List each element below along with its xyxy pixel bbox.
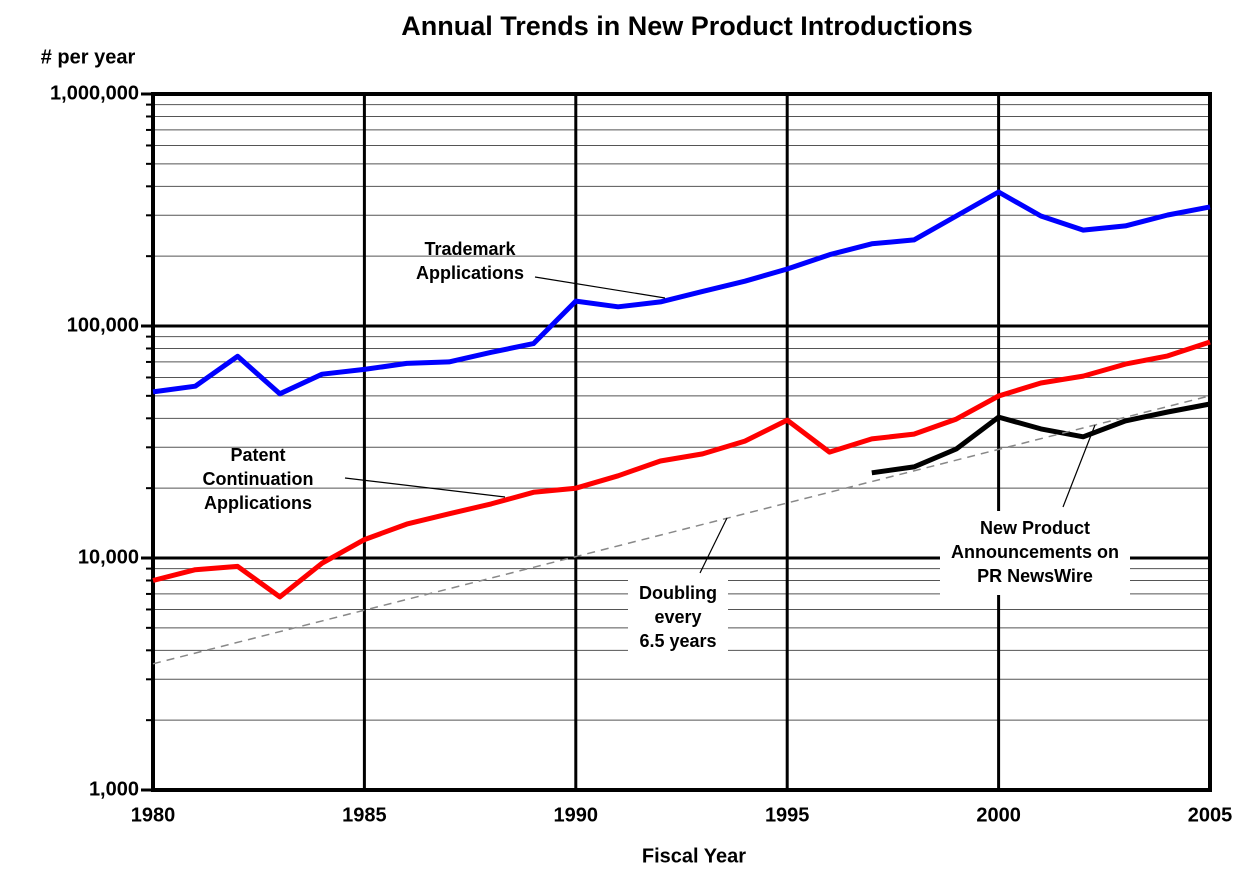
annotation-text: Continuation <box>203 469 314 489</box>
annotation-text: Trademark <box>424 239 516 259</box>
annotation: New Product Announcements on PR NewsWire <box>939 424 1131 595</box>
y-tick-label: 1,000 <box>89 778 139 800</box>
annotation-text: 6.5 years <box>639 631 716 651</box>
series-line <box>152 189 1211 397</box>
annotation-box <box>939 511 1131 595</box>
annotation: Patent Continuation Applications <box>203 445 506 513</box>
annotation-text: Applications <box>416 263 524 283</box>
series-line <box>871 401 1211 476</box>
annotation-text: Doubling <box>639 583 717 603</box>
annotation-text: every <box>654 607 701 627</box>
leader-line <box>344 477 506 498</box>
x-tick-label: 1990 <box>554 804 599 826</box>
annotation-text: PR NewsWire <box>977 566 1093 586</box>
x-axis-label: Fiscal Year <box>642 845 746 867</box>
y-tick-label: 10,000 <box>78 546 139 568</box>
x-tick-label: 2000 <box>976 804 1021 826</box>
grid <box>141 92 1212 792</box>
series-line <box>152 339 1211 600</box>
y-tick-label: 1,000,000 <box>50 82 139 104</box>
x-tick-label: 2005 <box>1188 804 1233 826</box>
leader-line <box>1062 424 1096 508</box>
leader-line <box>699 517 728 574</box>
y-tick-label: 100,000 <box>67 314 139 336</box>
annotation-text: New Product <box>980 518 1090 538</box>
annotation-text: Applications <box>204 493 312 513</box>
annotation-text: Patent <box>230 445 285 465</box>
x-tick-label: 1995 <box>765 804 810 826</box>
x-tick-label: 1985 <box>342 804 387 826</box>
annotation-box <box>628 576 728 660</box>
annotation-text: Announcements on <box>951 542 1119 562</box>
plot-border <box>151 92 1212 792</box>
annotation: Trademark Applications <box>416 239 666 299</box>
x-tick-label: 1980 <box>131 804 176 826</box>
y-axis-label: # per year <box>41 46 136 68</box>
leader-line <box>534 276 666 299</box>
chart-title: Annual Trends in New Product Introductio… <box>401 11 973 41</box>
annotation: Doubling every 6.5 years <box>628 517 728 660</box>
